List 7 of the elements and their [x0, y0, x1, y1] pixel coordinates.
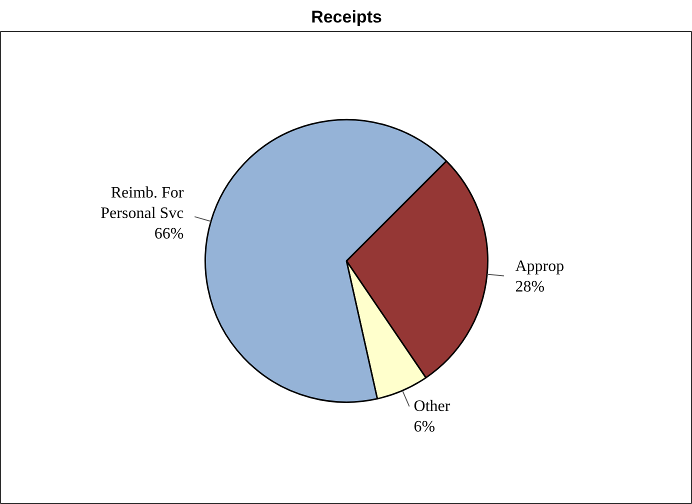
data-label: 6%: [414, 418, 436, 436]
chart-title: Receipts: [311, 8, 382, 26]
slice-label: Approp: [515, 258, 564, 276]
slice-label: Reimb. For Personal Svc: [100, 184, 184, 222]
data-label: 66%: [154, 225, 184, 242]
data-label: 28%: [515, 278, 545, 296]
slice-label: Other: [414, 398, 451, 416]
